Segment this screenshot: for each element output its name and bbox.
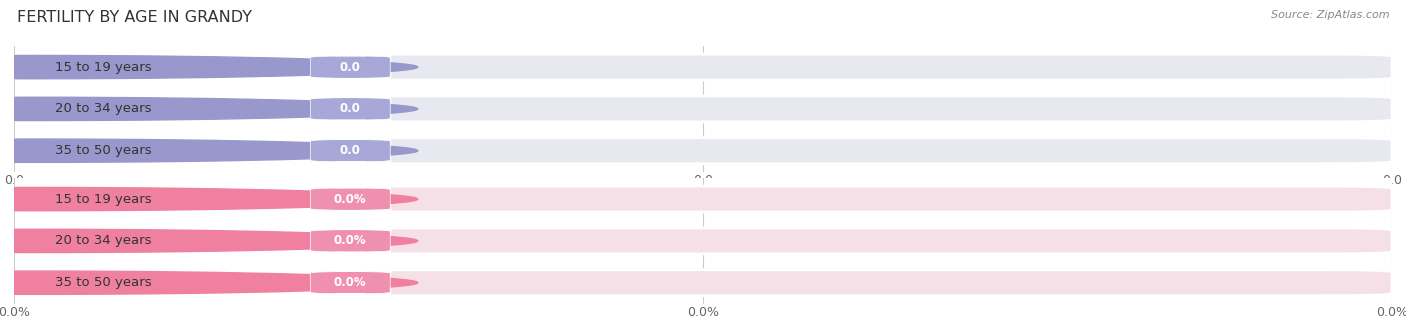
FancyBboxPatch shape <box>14 96 1392 122</box>
FancyBboxPatch shape <box>311 139 391 162</box>
FancyBboxPatch shape <box>14 96 391 122</box>
Circle shape <box>0 187 418 211</box>
Circle shape <box>0 55 418 79</box>
FancyBboxPatch shape <box>311 56 391 79</box>
Text: 0.0: 0.0 <box>340 144 361 157</box>
FancyBboxPatch shape <box>311 230 391 252</box>
Text: 0.0: 0.0 <box>340 102 361 115</box>
Text: 0.0%: 0.0% <box>335 234 367 248</box>
FancyBboxPatch shape <box>311 271 391 294</box>
Text: 15 to 19 years: 15 to 19 years <box>55 61 152 74</box>
FancyBboxPatch shape <box>14 228 1392 254</box>
FancyBboxPatch shape <box>14 228 391 254</box>
Text: 35 to 50 years: 35 to 50 years <box>55 144 152 157</box>
Text: Source: ZipAtlas.com: Source: ZipAtlas.com <box>1271 10 1389 20</box>
FancyBboxPatch shape <box>14 138 391 164</box>
Circle shape <box>0 271 418 294</box>
FancyBboxPatch shape <box>14 186 1392 212</box>
FancyBboxPatch shape <box>14 270 1392 296</box>
Text: 0.0%: 0.0% <box>335 276 367 289</box>
Text: 0.0: 0.0 <box>340 61 361 74</box>
Text: 20 to 34 years: 20 to 34 years <box>55 102 152 115</box>
Text: 35 to 50 years: 35 to 50 years <box>55 276 152 289</box>
Text: 15 to 19 years: 15 to 19 years <box>55 193 152 206</box>
Circle shape <box>0 97 418 120</box>
Text: 0.0%: 0.0% <box>335 193 367 206</box>
Circle shape <box>0 139 418 162</box>
FancyBboxPatch shape <box>311 98 391 120</box>
Text: 20 to 34 years: 20 to 34 years <box>55 234 152 248</box>
FancyBboxPatch shape <box>14 186 391 212</box>
FancyBboxPatch shape <box>311 188 391 211</box>
Circle shape <box>0 229 418 252</box>
FancyBboxPatch shape <box>14 54 391 80</box>
FancyBboxPatch shape <box>14 138 1392 164</box>
FancyBboxPatch shape <box>14 54 1392 80</box>
FancyBboxPatch shape <box>14 270 391 296</box>
Text: FERTILITY BY AGE IN GRANDY: FERTILITY BY AGE IN GRANDY <box>17 10 252 25</box>
